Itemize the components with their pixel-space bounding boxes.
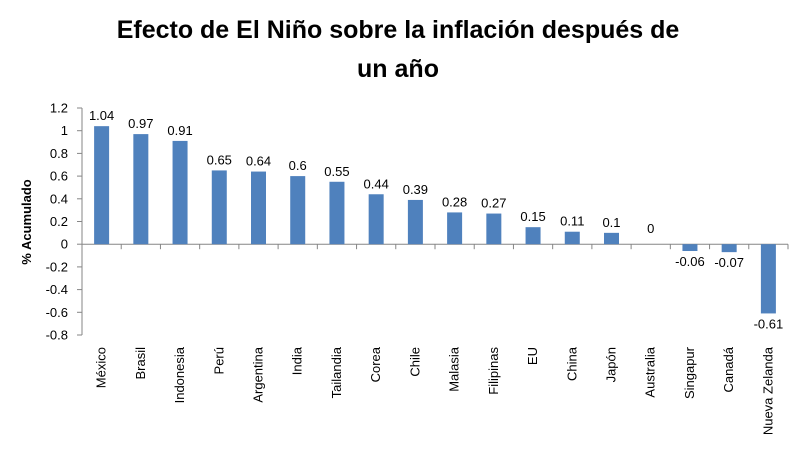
chart-title-line-2: un año xyxy=(357,55,439,83)
bar xyxy=(682,244,698,252)
category-label: Australia xyxy=(643,346,658,397)
data-label: -0.07 xyxy=(714,255,744,270)
category-label: Indonesia xyxy=(172,346,187,403)
category-label: China xyxy=(564,346,579,381)
y-tick-label: 0.4 xyxy=(50,191,68,206)
category-label: Perú xyxy=(211,347,226,374)
bar xyxy=(290,176,306,245)
data-label: 0.6 xyxy=(289,158,307,173)
data-label: 0.65 xyxy=(207,152,232,167)
data-label: -0.61 xyxy=(754,316,784,331)
y-tick-label: 1 xyxy=(61,123,68,138)
category-label: India xyxy=(290,346,305,375)
y-tick-label: 0 xyxy=(61,237,68,252)
y-tick-label: -0.4 xyxy=(46,282,68,297)
data-label: 1.04 xyxy=(89,108,114,123)
category-label: Filipinas xyxy=(486,347,501,395)
y-tick-label: 1.2 xyxy=(50,101,68,116)
bar xyxy=(760,244,776,314)
data-label: 0.11 xyxy=(560,214,584,229)
data-label: 0.44 xyxy=(364,176,389,191)
category-label: Argentina xyxy=(251,346,266,402)
data-label: -0.06 xyxy=(675,254,705,269)
data-label: 0.28 xyxy=(442,194,467,209)
bar xyxy=(251,171,266,245)
category-label: EU xyxy=(525,347,540,365)
category-label: México xyxy=(94,347,109,388)
category-label: Malasia xyxy=(447,346,462,392)
data-label: 0.27 xyxy=(481,196,506,211)
bar xyxy=(721,244,737,253)
plot-area: 1.2 1 0.8 0.6 0.4 0.2 0 -0.2 -0.4 -0.6 -0.8 1.04 Méx… xyxy=(46,101,789,435)
category-label: Nueva Zelanda xyxy=(760,346,775,435)
bar xyxy=(368,194,384,245)
bar xyxy=(564,231,580,245)
chart-title-line-1: Efecto de El Niño sobre la inflación des… xyxy=(117,16,680,44)
bar xyxy=(407,199,423,245)
y-tick-label: 0.2 xyxy=(50,214,68,229)
category-label: Chile xyxy=(407,347,422,377)
data-label: 0.97 xyxy=(128,116,153,131)
data-label: 0.1 xyxy=(602,215,620,230)
category-label: Corea xyxy=(368,346,383,382)
bar xyxy=(604,232,619,245)
y-tick-label: 0.8 xyxy=(50,146,68,161)
category-label: Japón xyxy=(604,347,619,382)
data-label: 0.15 xyxy=(520,209,545,224)
bar xyxy=(329,181,345,245)
category-label: Singapur xyxy=(682,346,697,399)
data-label: 0.39 xyxy=(403,182,428,197)
bar xyxy=(486,213,502,245)
bar xyxy=(211,170,227,245)
bar xyxy=(525,227,541,245)
data-label: 0 xyxy=(647,221,654,236)
y-tick-label: -0.2 xyxy=(46,259,68,274)
bar xyxy=(172,140,188,245)
y-tick-label: 0.6 xyxy=(50,169,68,184)
bar xyxy=(94,126,110,245)
category-label: Brasil xyxy=(133,347,148,380)
data-label: 0.55 xyxy=(324,164,349,179)
data-label: 0.91 xyxy=(167,123,192,138)
y-tick-label: -0.6 xyxy=(46,305,68,320)
data-label: 0.64 xyxy=(246,154,271,169)
y-axis-title: % Acumulado xyxy=(19,179,34,265)
bar xyxy=(447,212,463,245)
bar xyxy=(133,134,149,245)
category-label: Canadá xyxy=(721,346,736,392)
y-tick-label: -0.8 xyxy=(46,328,68,343)
category-label: Tailandia xyxy=(329,346,344,398)
